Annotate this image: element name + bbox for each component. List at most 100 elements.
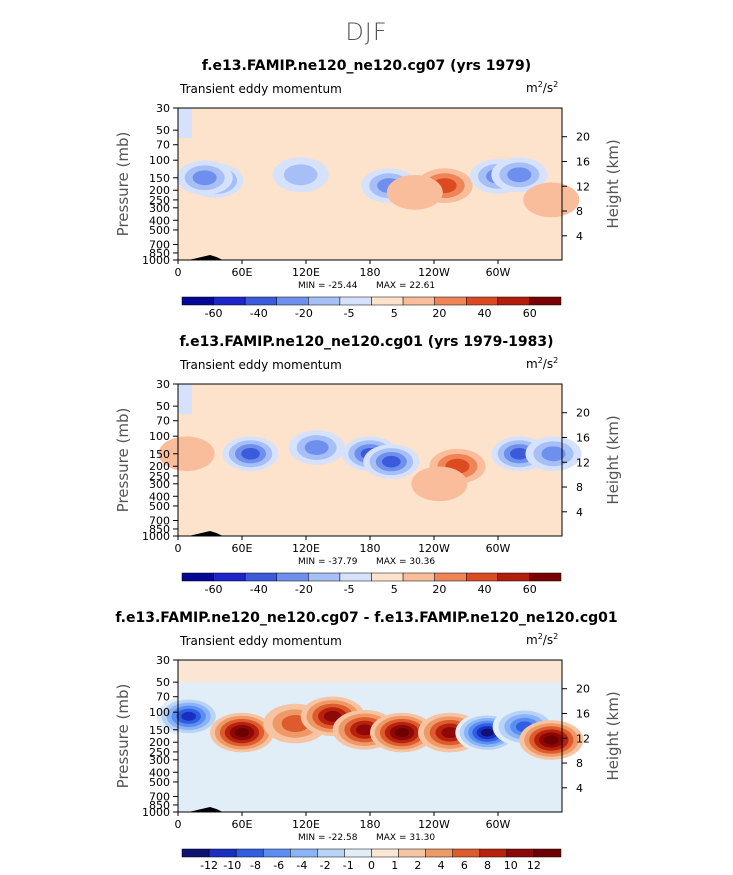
colorbar-box [371,296,404,306]
colorbar-box [371,572,404,582]
panel-3-units: m2/s2 [526,632,559,647]
field-band [178,108,192,139]
page-title: DJF [345,18,388,46]
colorbar-box [452,848,481,858]
colorbar-label: -40 [250,583,268,596]
contour-blob [158,436,215,472]
contour-blob [283,164,318,186]
colorbar-label: -1 [343,859,354,872]
contour-blob [441,727,459,738]
y2-tick-label: 12 [576,456,590,469]
contour-blob [507,167,532,183]
y2-tick-label: 16 [576,707,590,720]
colorbar-label: 60 [523,583,537,596]
colorbar-label: 12 [527,859,541,872]
panel-3-subtitle: Transient eddy momentum [180,634,342,648]
topography [188,531,223,536]
y2-tick-label: 4 [576,230,583,243]
y-tick-label: 1000 [142,806,170,819]
colorbar-label: 6 [461,859,468,872]
colorbar-box [317,848,345,858]
colorbar-box [398,848,426,858]
colorbar-box [434,572,467,582]
y-tick-label: 70 [156,139,170,152]
colorbar-box [466,572,499,582]
colorbar-box [425,848,453,858]
colorbar-label: 2 [414,859,421,872]
x-tick-label: 60E [232,266,253,279]
colorbar-box [181,572,214,582]
field-band [178,384,192,415]
y-tick-label: 700 [149,239,170,252]
contour-blob [304,440,329,456]
y2-tick-label: 8 [576,757,583,770]
y-tick-label: 200 [149,460,170,473]
colorbar-label: -8 [250,859,261,872]
y2-tick-label: 16 [576,155,590,168]
x-tick-label: 180 [360,266,381,279]
colorbar-box [371,848,399,858]
y-tick-label: 30 [156,654,170,667]
colorbar-box [344,848,372,858]
x-tick-label: 180 [360,818,381,831]
topography [188,255,223,260]
colorbar-label: -5 [344,307,355,320]
panel-2-units: m2/s2 [526,356,559,371]
x-tick-label: 120E [292,266,320,279]
colorbar-label: 10 [504,859,518,872]
y-tick-label: 150 [149,448,170,461]
y2-tick-label: 8 [576,481,583,494]
colorbar-box [276,572,309,582]
colorbar-box [276,296,309,306]
y2-axis-label: Height (km) [604,691,622,780]
colorbar-label: -20 [295,307,313,320]
y-tick-label: 100 [149,154,170,167]
colorbar-box [466,296,499,306]
colorbar-box [208,848,237,858]
colorbar-box [402,296,435,306]
colorbar-label: 1 [391,859,398,872]
panel-1-title: f.e13.FAMIP.ne120_ne120.cg07 (yrs 1979) [201,58,532,74]
topography [188,807,223,812]
y2-tick-label: 20 [576,683,590,696]
y-tick-label: 200 [149,184,170,197]
colorbar-label: 60 [523,307,537,320]
colorbar-box [308,296,341,306]
y-tick-label: 700 [149,515,170,528]
panel-2-chart: 3050701001502002503004005007008501000481… [114,378,622,596]
panel-1-units: m2/s2 [526,80,559,95]
x-tick-label: 120E [292,542,320,555]
y2-tick-label: 16 [576,431,590,444]
x-tick-label: 0 [175,818,182,831]
contour-blob [480,728,494,737]
panel-3-title: f.e13.FAMIP.ne120_ne120.cg07 - f.e13.FAM… [115,610,618,626]
contour-blob [181,711,197,721]
x-tick-label: 120E [292,818,320,831]
colorbar-box [497,296,530,306]
y-tick-label: 50 [156,124,170,137]
y2-tick-label: 20 [576,407,590,420]
y-tick-label: 850 [149,247,170,260]
heatmap-field [158,384,582,536]
colorbar-label: -40 [250,307,268,320]
y-tick-label: 50 [156,400,170,413]
y-tick-label: 50 [156,676,170,689]
y2-axis-label: Height (km) [604,415,622,504]
contour-blob [541,446,566,462]
colorbar-box [529,572,562,582]
colorbar-box [434,296,467,306]
y-tick-label: 150 [149,172,170,185]
y-tick-label: 300 [149,202,170,215]
y-tick-label: 250 [149,470,170,483]
y-tick-label: 300 [149,478,170,491]
y-tick-label: 400 [149,766,170,779]
panel-2-title: f.e13.FAMIP.ne120_ne120.cg01 (yrs 1979-1… [179,334,554,350]
y2-tick-label: 20 [576,131,590,144]
x-tick-label: 120W [418,266,450,279]
contour-blob [411,466,468,502]
colorbar-box [181,848,210,858]
colorbar-label: 40 [478,307,492,320]
colorbar-box [181,296,214,306]
x-tick-label: 180 [360,542,381,555]
x-tick-label: 120W [418,818,450,831]
